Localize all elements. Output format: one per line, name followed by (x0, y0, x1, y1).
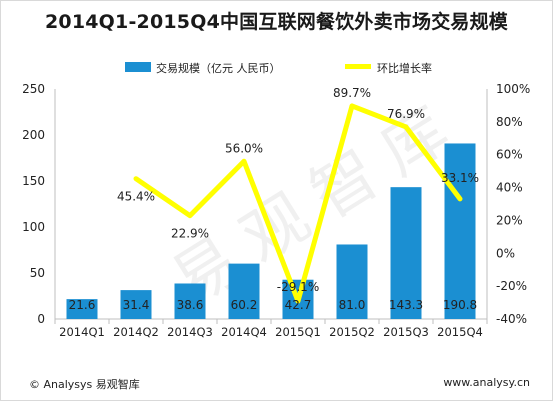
bar (174, 283, 206, 319)
footer-copyright: © Analysys 易观智库 (29, 378, 140, 391)
bar-value-label: 31.4 (123, 298, 150, 312)
bar-value-label: 190.8 (443, 298, 477, 312)
bar (66, 299, 98, 319)
x-tick-label: 2015Q4 (437, 325, 483, 339)
x-tick-label: 2014Q2 (113, 325, 159, 339)
x-tick-label: 2015Q2 (329, 325, 375, 339)
growth-value-label: 33.1% (441, 171, 479, 185)
y-left-tick-label: 200 (22, 128, 45, 142)
growth-rate-line (133, 103, 463, 304)
y-left-tick-label: 0 (37, 312, 45, 326)
y-left-tick-label: 250 (22, 82, 45, 96)
bar-value-label: 42.7 (285, 298, 312, 312)
x-tick-label: 2015Q3 (383, 325, 429, 339)
y-left-tick-label: 50 (30, 266, 45, 280)
chart-title: 2014Q1-2015Q4中国互联网餐饮外卖市场交易规模 (45, 11, 508, 33)
footer-url: www.analysy.cn (443, 376, 530, 389)
legend-label-bar: 交易规模（亿元 人民币） (156, 61, 281, 75)
y-right-tick-label: 0% (496, 246, 515, 260)
x-tick-label: 2014Q3 (167, 325, 213, 339)
bar-value-label: 38.6 (177, 298, 204, 312)
bar-value-label: 81.0 (339, 298, 366, 312)
growth-value-label: -29.1% (277, 280, 319, 294)
growth-value-label: 22.9% (171, 227, 209, 241)
y-right-tick-label: -20% (496, 279, 527, 293)
x-tick-label: 2014Q4 (221, 325, 267, 339)
y-right-tick-label: 60% (496, 148, 523, 162)
growth-value-label: 89.7% (333, 86, 371, 100)
y-right-tick-label: -40% (496, 312, 527, 326)
legend-swatch-bar (125, 62, 151, 72)
y-left-tick-label: 100 (22, 220, 45, 234)
bar-value-label: 60.2 (231, 298, 258, 312)
x-tick-label: 2014Q1 (59, 325, 105, 339)
y-right-tick-label: 40% (496, 181, 523, 195)
bar (336, 244, 368, 319)
growth-value-label: 76.9% (387, 107, 425, 121)
bar (228, 263, 260, 319)
legend-swatch-line (345, 64, 371, 69)
bar-value-label: 143.3 (389, 298, 423, 312)
y-right-tick-label: 80% (496, 115, 523, 129)
bar (444, 143, 476, 319)
growth-value-label: 45.4% (117, 190, 155, 204)
bar-value-label: 21.6 (69, 298, 96, 312)
bar (120, 290, 152, 319)
growth-value-label: 56.0% (225, 141, 263, 155)
y-right-tick-label: 20% (496, 213, 523, 227)
bar (390, 187, 422, 319)
y-left-tick-label: 150 (22, 174, 45, 188)
legend-label-line: 环比增长率 (377, 61, 432, 75)
y-right-tick-label: 100% (496, 82, 530, 96)
x-tick-label: 2015Q1 (275, 325, 321, 339)
